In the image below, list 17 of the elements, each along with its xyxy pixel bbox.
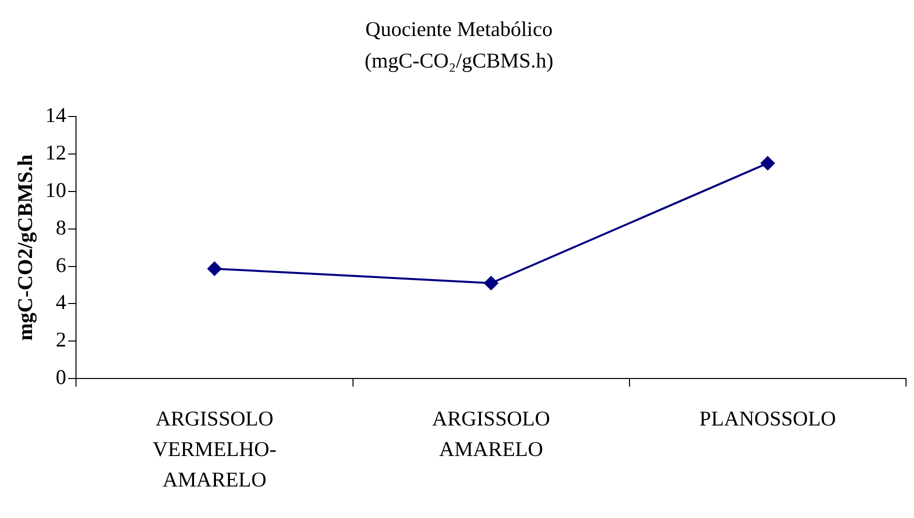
y-tick-label: 2 bbox=[56, 328, 66, 352]
x-tick-label: ARGISSOLO VERMELHO-AMARELO bbox=[152, 406, 276, 492]
y-tick-label: 0 bbox=[56, 365, 66, 390]
x-tick-label: ARGISSOLO AMARELO bbox=[432, 406, 550, 461]
point bbox=[760, 156, 775, 170]
y-tick-label: 8 bbox=[56, 215, 66, 240]
y-tick-label: 12 bbox=[45, 140, 66, 164]
chart-subtitle: (mgC-CO₂/gCBMS.h) bbox=[364, 48, 554, 72]
x-tick-label: PLANOSSOLO bbox=[699, 406, 836, 430]
y-tick-label: 14 bbox=[45, 102, 67, 127]
point bbox=[484, 276, 498, 290]
point bbox=[208, 262, 222, 276]
y-tick-label: 10 bbox=[45, 178, 66, 202]
chart-title: Quociente Metabólico bbox=[365, 17, 553, 42]
y-tick-label: 6 bbox=[56, 252, 66, 277]
y-axis-title: mgC-CO2/gCBMS.h bbox=[13, 154, 38, 341]
y-tick-label: 4 bbox=[56, 290, 67, 314]
